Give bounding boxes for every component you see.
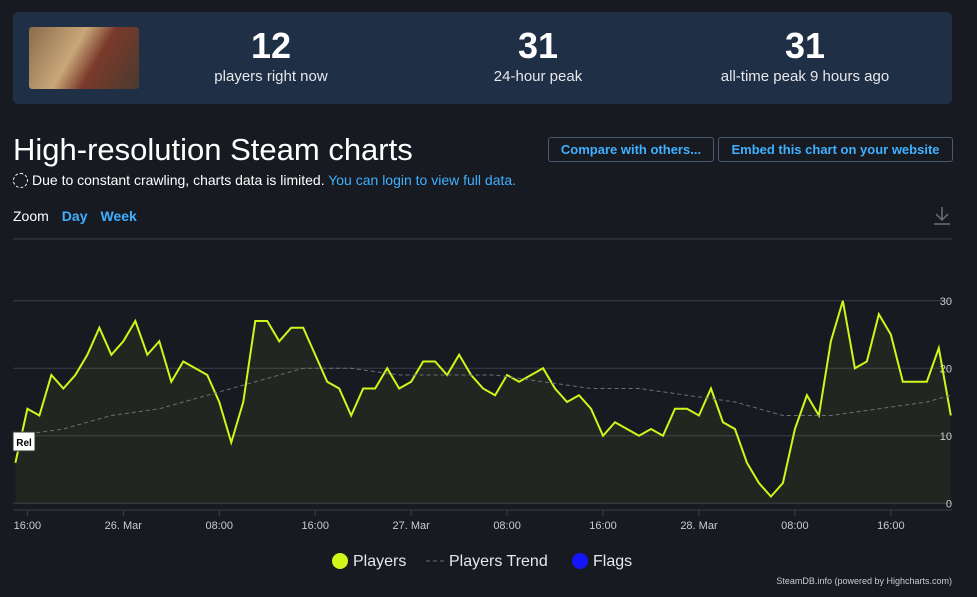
legend-marker	[332, 553, 348, 569]
zoom-option[interactable]: Week	[100, 208, 137, 224]
stat-value: 31	[517, 25, 559, 66]
x-tick-label: 26. Mar	[105, 520, 143, 532]
x-tick-label: 16:00	[301, 520, 329, 532]
login-link[interactable]: You can login to view full data.	[328, 172, 517, 188]
notice-text: Due to constant crawling, charts data is…	[32, 172, 325, 188]
flag-box	[12, 431, 36, 452]
y-tick-label: 10	[940, 431, 952, 443]
stat-label: 24-hour peak	[493, 68, 583, 85]
x-tick-label: 28. Mar	[680, 520, 718, 532]
zoom-option[interactable]: Day	[61, 208, 88, 224]
x-tick-label: 16:00	[877, 520, 905, 532]
stat-label: all-time peak 9 hours ago	[720, 68, 890, 85]
credits: SteamDB.info (powered by Highcharts.com)	[776, 576, 952, 586]
x-tick-label: 08:00	[206, 520, 234, 532]
notice-icon	[13, 173, 28, 188]
players-line	[14, 300, 952, 499]
legend-marker	[572, 553, 588, 569]
legend-label: Players	[353, 553, 406, 570]
players-area	[15, 300, 951, 504]
x-tick-label: 16:00	[589, 520, 617, 532]
notice: Due to constant crawling, charts data is…	[13, 172, 516, 188]
trend-line	[15, 367, 951, 437]
flag-label: Rel	[16, 438, 32, 449]
x-tick-label: 08:00	[781, 520, 809, 532]
stat-value: 12	[250, 25, 292, 66]
y-tick-label: 0	[946, 498, 952, 510]
stats-card: 12 players right now 31 24-hour peak 31 all…	[13, 12, 952, 104]
y-tick-label: 30	[940, 296, 952, 308]
embed-button[interactable]: Embed this chart on your website	[718, 137, 953, 162]
stat: 31 all-time peak 9 hours ago	[675, 25, 935, 86]
legend-label: Players Trend	[449, 553, 548, 570]
zoom-label: Zoom	[13, 208, 49, 224]
stat: 31 24-hour peak	[408, 25, 668, 86]
x-tick-label: 16:00	[14, 520, 42, 532]
x-tick-label: 27. Mar	[392, 520, 430, 532]
zoom: Zoom Day Week	[13, 208, 137, 224]
compare-button[interactable]: Compare with others...	[548, 137, 714, 162]
x-tick-label: 08:00	[493, 520, 521, 532]
stat-value: 31	[784, 25, 826, 66]
legend-label: Flags	[593, 553, 632, 570]
stat: 12 players right now	[141, 25, 401, 86]
stat-label: players right now	[214, 68, 328, 85]
download-icon[interactable]	[934, 207, 950, 225]
heading: High-resolution Steam charts	[13, 132, 413, 167]
game-thumbnail	[29, 27, 139, 89]
